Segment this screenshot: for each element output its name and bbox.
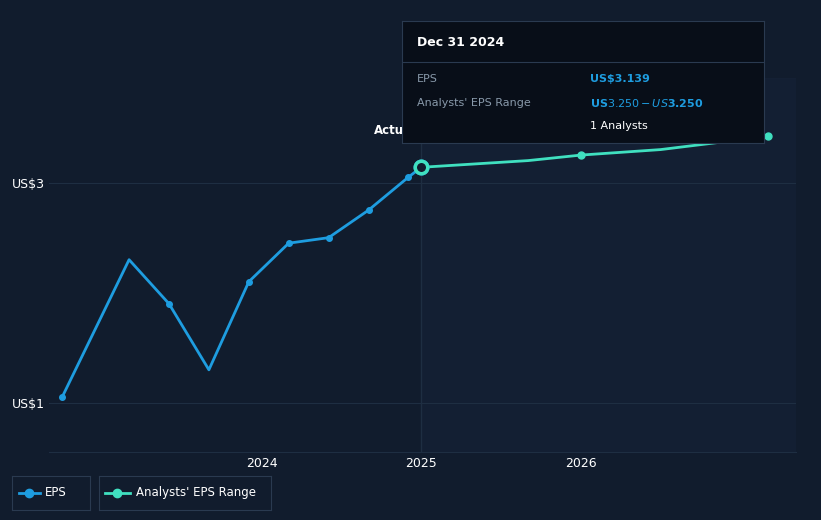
Text: EPS: EPS: [417, 74, 438, 84]
Text: Dec 31 2024: Dec 31 2024: [417, 36, 504, 49]
Text: Analysts' EPS Range: Analysts' EPS Range: [136, 486, 256, 499]
Text: Analysts Forecasts: Analysts Forecasts: [426, 124, 536, 137]
Text: Analysts' EPS Range: Analysts' EPS Range: [417, 98, 530, 108]
Text: US$3.139: US$3.139: [590, 74, 650, 84]
Text: EPS: EPS: [45, 486, 67, 499]
Text: Actual: Actual: [374, 124, 416, 137]
Bar: [421, 78, 796, 452]
Text: US$3.250 - US$3.250: US$3.250 - US$3.250: [590, 97, 704, 109]
Text: 1 Analysts: 1 Analysts: [590, 121, 648, 131]
